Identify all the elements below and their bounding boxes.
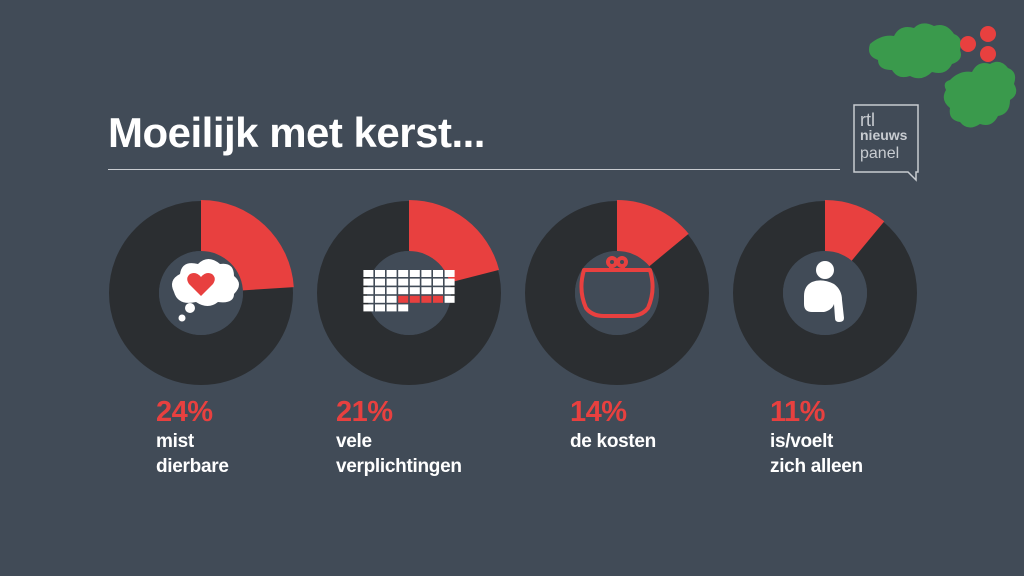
stat-3: 14% de kosten	[570, 398, 656, 454]
category-label-line: vele	[336, 431, 372, 452]
donut-chart-2	[316, 200, 502, 386]
sitting-person-icon	[804, 261, 844, 322]
calendar-cell	[433, 295, 443, 303]
logo-line-2: nieuws	[860, 127, 908, 143]
calendar-cell	[386, 278, 397, 286]
calendar-cell	[375, 270, 385, 277]
stat-2: 21% vele verplichtingen	[336, 398, 462, 479]
calendar-cell	[386, 295, 397, 303]
calendar-cell	[363, 287, 374, 295]
percent-label: 24%	[156, 396, 213, 428]
calendar-cell	[409, 270, 420, 277]
calendar-cell	[386, 270, 397, 277]
calendar-cell	[444, 270, 455, 277]
calendar-cell	[421, 270, 432, 277]
category-label-line: zich alleen	[770, 456, 863, 477]
page-title: Moeilijk met kerst...	[108, 109, 485, 156]
category-label-line: is/voelt	[770, 431, 834, 452]
calendar-cell	[433, 270, 443, 277]
category-label-line: de kosten	[570, 431, 656, 452]
calendar-cell	[398, 304, 409, 312]
donut-chart-4	[732, 200, 918, 386]
calendar-icon	[363, 270, 455, 312]
calendar-cell	[375, 304, 385, 312]
category-label-line: mist	[156, 431, 194, 452]
stat-4: 11% is/voelt zich alleen	[770, 398, 863, 479]
percent-label: 11%	[770, 396, 825, 428]
percent-label: 21%	[336, 396, 393, 428]
calendar-cell	[398, 270, 409, 277]
calendar-cell	[421, 287, 432, 295]
calendar-cell	[398, 278, 409, 286]
calendar-cell	[433, 278, 443, 286]
holly-icon	[869, 23, 1017, 128]
title-divider	[108, 169, 840, 170]
calendar-cell	[421, 295, 432, 303]
donut-chart-1	[108, 200, 294, 386]
purse-icon	[579, 256, 655, 318]
calendar-cell	[398, 295, 409, 303]
calendar-cell	[375, 278, 385, 286]
donut-chart-3	[524, 200, 710, 386]
calendar-cell	[375, 295, 385, 303]
calendar-cell	[409, 287, 420, 295]
calendar-cell	[363, 270, 374, 277]
stat-1: 24% mist dierbare	[156, 398, 229, 479]
calendar-cell	[409, 278, 420, 286]
calendar-cell	[444, 287, 455, 295]
calendar-cell	[433, 287, 443, 295]
category-label-line: dierbare	[156, 456, 229, 477]
calendar-cell	[363, 278, 374, 286]
calendar-cell	[363, 304, 374, 312]
calendar-cell	[444, 278, 455, 286]
calendar-cell	[421, 278, 432, 286]
logo-line-1: rtl	[860, 110, 875, 130]
calendar-cell	[386, 287, 397, 295]
category-label-line: verplichtingen	[336, 456, 462, 477]
calendar-cell	[444, 295, 455, 303]
percent-label: 14%	[570, 396, 627, 428]
calendar-cell	[409, 295, 420, 303]
calendar-cell	[386, 304, 397, 312]
calendar-cell	[375, 287, 385, 295]
calendar-cell	[363, 295, 374, 303]
logo-line-3: panel	[860, 145, 899, 162]
calendar-cell	[398, 287, 409, 295]
rtl-nieuws-panel-logo: rtl nieuws panel	[853, 104, 919, 182]
thought-heart-icon	[172, 259, 239, 322]
